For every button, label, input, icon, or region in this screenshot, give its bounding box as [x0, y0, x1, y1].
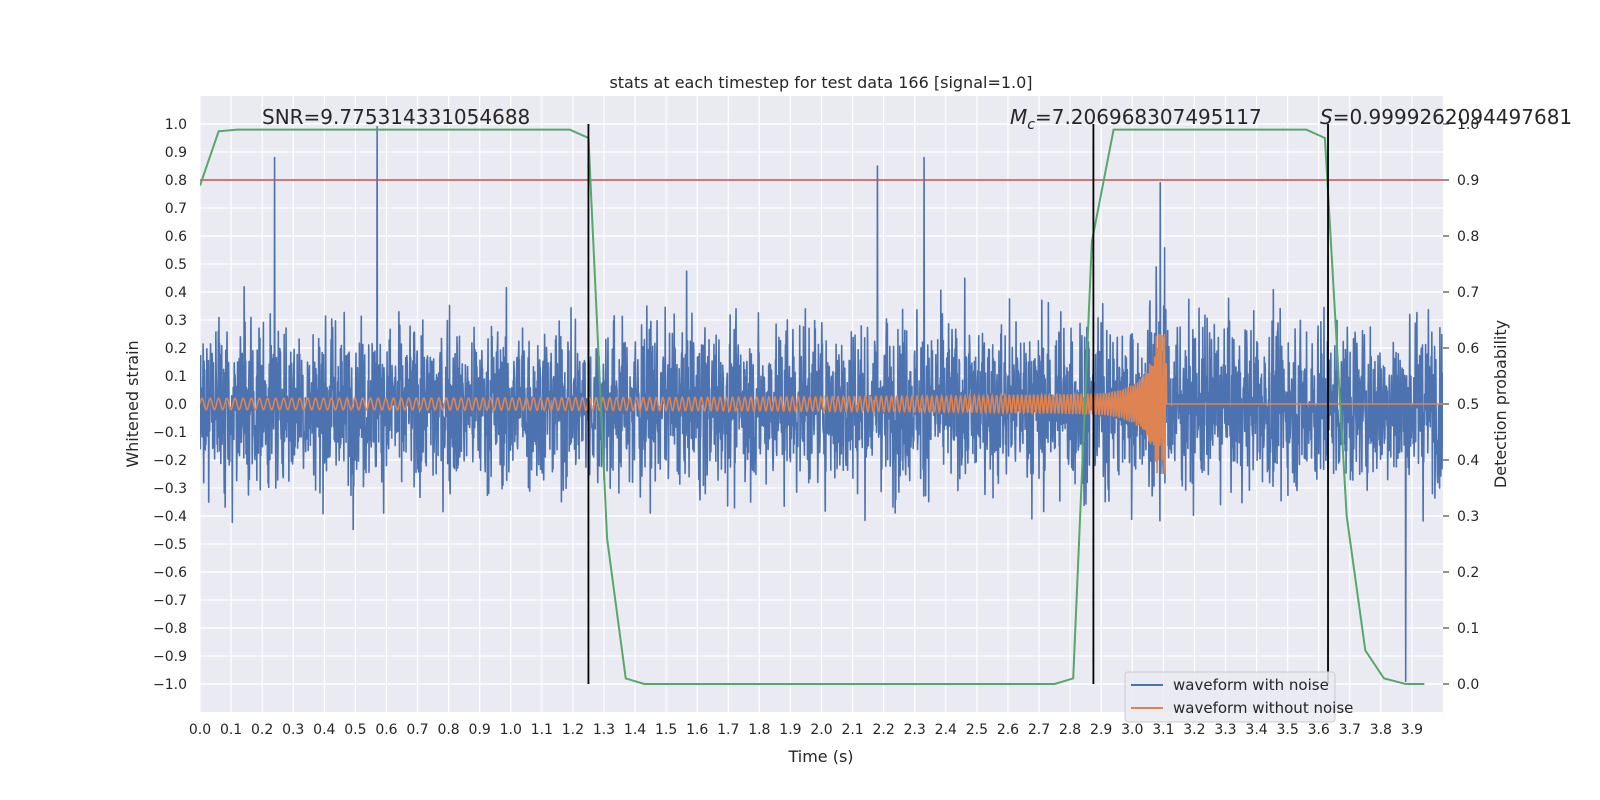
- y-left-tick-label: 0.4: [165, 285, 187, 301]
- y-right-tick-label: 0.8: [1457, 229, 1479, 245]
- y-right-tick-label: 0.3: [1457, 509, 1479, 525]
- s-symbol: S: [1320, 105, 1333, 129]
- x-tick-label: 1.4: [624, 722, 646, 738]
- y-left-tick-label: 0.1: [165, 369, 187, 385]
- x-tick-label: 1.3: [593, 722, 615, 738]
- y-right-tick-label: 0.1: [1457, 621, 1479, 637]
- x-tick-label: 2.4: [935, 722, 957, 738]
- y-right-tick-label: 0.6: [1457, 341, 1479, 357]
- legend-label-clean: waveform without noise: [1173, 699, 1353, 717]
- y-left-tick-label: 0.7: [165, 201, 187, 217]
- x-tick-label: 0.4: [313, 722, 335, 738]
- mc-annotation: Mc=7.206968307495117: [1010, 105, 1262, 133]
- x-tick-label: 2.9: [1090, 722, 1112, 738]
- x-tick-label: 2.2: [873, 722, 895, 738]
- x-tick-label: 2.1: [841, 722, 863, 738]
- series-waveform-without-noise: [200, 334, 1443, 474]
- x-tick-label: 3.6: [1308, 722, 1330, 738]
- y-left-tick-label: −1.0: [153, 677, 187, 693]
- x-tick-label: 0.1: [220, 722, 242, 738]
- x-tick-label: 2.0: [810, 722, 832, 738]
- x-tick-label: 1.6: [686, 722, 708, 738]
- y-axis-right-ticks: 1.0 0.9 0.8 0.7 0.6 0.5 0.4 0.3 0.2 0.1 0.0: [1443, 117, 1479, 693]
- x-tick-label: 3.1: [1152, 722, 1174, 738]
- y-left-tick-label: 0.3: [165, 313, 187, 329]
- x-tick-label: 1.2: [562, 722, 584, 738]
- y-axis-left-ticks: 1.0 0.9 0.8 0.7 0.6 0.5 0.4 0.3 0.2 0.1 0.0 −0.1 −0.…: [153, 117, 187, 693]
- y-left-tick-label: −0.4: [153, 509, 187, 525]
- x-tick-label: 2.8: [1059, 722, 1081, 738]
- y-left-tick-label: 1.0: [165, 117, 187, 133]
- y-right-tick-label: 0.4: [1457, 453, 1479, 469]
- y-left-tick-label: 0.6: [165, 229, 187, 245]
- y-right-tick-label: 0.5: [1457, 397, 1479, 413]
- x-tick-label: 3.9: [1401, 722, 1423, 738]
- x-tick-label: 0.2: [251, 722, 273, 738]
- legend-label-noise: waveform with noise: [1173, 676, 1329, 694]
- x-tick-label: 0.7: [406, 722, 428, 738]
- snr-annotation: SNR=9.775314331054688: [262, 105, 530, 129]
- x-tick-label: 0.5: [344, 722, 366, 738]
- x-tick-label: 3.3: [1214, 722, 1236, 738]
- x-tick-label: 2.3: [904, 722, 926, 738]
- y-left-tick-label: 0.5: [165, 257, 187, 273]
- y-axis-right-label: Detection probability: [1491, 320, 1510, 488]
- s-value: =0.9999262094497681: [1333, 105, 1572, 129]
- y-axis-left-label: Whitened strain: [123, 340, 142, 467]
- y-left-tick-label: −0.6: [153, 565, 187, 581]
- y-right-tick-label: 0.7: [1457, 285, 1479, 301]
- y-left-tick-label: −0.5: [153, 537, 187, 553]
- y-left-tick-label: −0.9: [153, 649, 187, 665]
- x-tick-label: 1.5: [655, 722, 677, 738]
- y-left-tick-label: 0.2: [165, 341, 187, 357]
- mc-subscript: c: [1027, 117, 1035, 133]
- x-tick-label: 0.9: [469, 722, 491, 738]
- y-left-tick-label: 0.9: [165, 145, 187, 161]
- series-waveform-with-noise: [200, 126, 1443, 682]
- x-axis-ticks: 0.0 0.1 0.2 0.3 0.4 0.5 0.6 0.7 0.8 0.9 1.0 1.1 1.2 1…: [189, 722, 1423, 738]
- legend-box: [1124, 671, 1336, 723]
- chart-title: stats at each timestep for test data 166…: [609, 73, 1032, 92]
- legend: waveform with noise waveform without noi…: [1124, 671, 1353, 723]
- x-tick-label: 0.8: [437, 722, 459, 738]
- x-tick-label: 1.7: [717, 722, 739, 738]
- y-right-tick-label: 1.0: [1457, 117, 1479, 133]
- x-tick-label: 3.4: [1245, 722, 1267, 738]
- x-tick-label: 1.9: [779, 722, 801, 738]
- y-left-tick-label: 0.0: [165, 397, 187, 413]
- x-tick-label: 2.7: [1028, 722, 1050, 738]
- x-tick-label: 0.6: [375, 722, 397, 738]
- y-left-tick-label: −0.7: [153, 593, 187, 609]
- x-tick-label: 2.6: [997, 722, 1019, 738]
- s-annotation: S=0.9999262094497681: [1320, 105, 1572, 129]
- x-axis-label: Time (s): [787, 747, 853, 766]
- mc-symbol: M: [1010, 105, 1027, 129]
- x-tick-label: 1.8: [748, 722, 770, 738]
- y-right-tick-label: 0.2: [1457, 565, 1479, 581]
- vertical-markers: [587, 124, 1329, 684]
- x-tick-label: 3.5: [1276, 722, 1298, 738]
- y-left-tick-label: −0.2: [153, 453, 187, 469]
- x-tick-label: 3.7: [1339, 722, 1361, 738]
- x-tick-label: 1.1: [531, 722, 553, 738]
- series-detection-probability: [200, 128, 1425, 685]
- x-tick-label: 3.0: [1121, 722, 1143, 738]
- y-left-tick-label: 0.8: [165, 173, 187, 189]
- y-left-tick-label: −0.8: [153, 621, 187, 637]
- y-left-tick-label: −0.3: [153, 481, 187, 497]
- y-right-tick-label: 0.0: [1457, 677, 1479, 693]
- y-right-tick-label: 0.9: [1457, 173, 1479, 189]
- x-tick-label: 0.3: [282, 722, 304, 738]
- x-tick-label: 3.8: [1370, 722, 1392, 738]
- mc-value: =7.206968307495117: [1035, 105, 1262, 129]
- y-left-tick-label: −0.1: [153, 425, 187, 441]
- x-tick-label: 1.0: [500, 722, 522, 738]
- x-tick-label: 2.5: [966, 722, 988, 738]
- x-tick-label: 0.0: [189, 722, 211, 738]
- x-tick-label: 3.2: [1183, 722, 1205, 738]
